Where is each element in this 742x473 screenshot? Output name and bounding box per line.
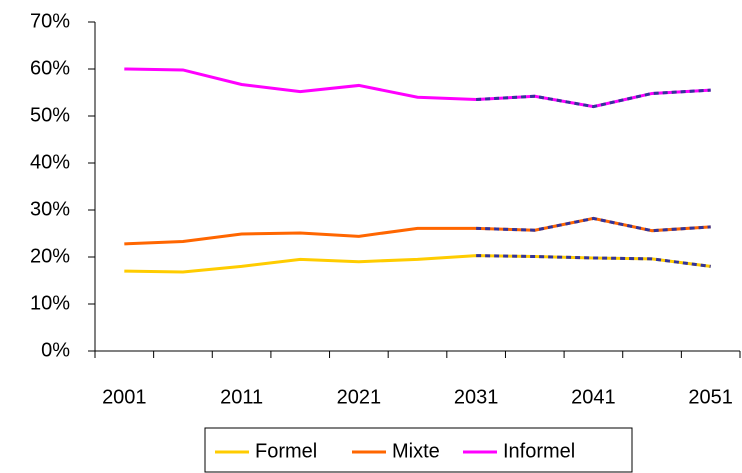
- y-tick-label: 20%: [30, 245, 70, 267]
- projection-dash: [476, 216, 711, 233]
- legend-label: Mixte: [392, 440, 440, 462]
- x-tick-label: 2041: [571, 386, 616, 408]
- y-tick-label: 50%: [30, 104, 70, 126]
- projection-dash: [476, 88, 711, 109]
- y-tick-label: 0%: [41, 339, 70, 361]
- legend: Formel Mixte Informel: [204, 427, 633, 473]
- x-tick-label: 2031: [454, 386, 499, 408]
- y-tick-label: 60%: [30, 57, 70, 79]
- y-tick-label: 30%: [30, 198, 70, 220]
- x-tick-label: 2051: [688, 386, 733, 408]
- x-tick-label: 2021: [337, 386, 382, 408]
- x-tick-label: 2001: [102, 386, 147, 408]
- y-tick-label: 70%: [30, 10, 70, 32]
- x-tick-label: 2011: [220, 386, 263, 408]
- legend-label: Formel: [255, 440, 317, 462]
- line-series: [124, 216, 711, 246]
- y-tick-label: 40%: [30, 151, 70, 173]
- legend-label: Informel: [503, 440, 575, 462]
- legend-box: [204, 427, 633, 473]
- projection-dash: [476, 254, 711, 268]
- y-tick-label: 10%: [30, 292, 70, 314]
